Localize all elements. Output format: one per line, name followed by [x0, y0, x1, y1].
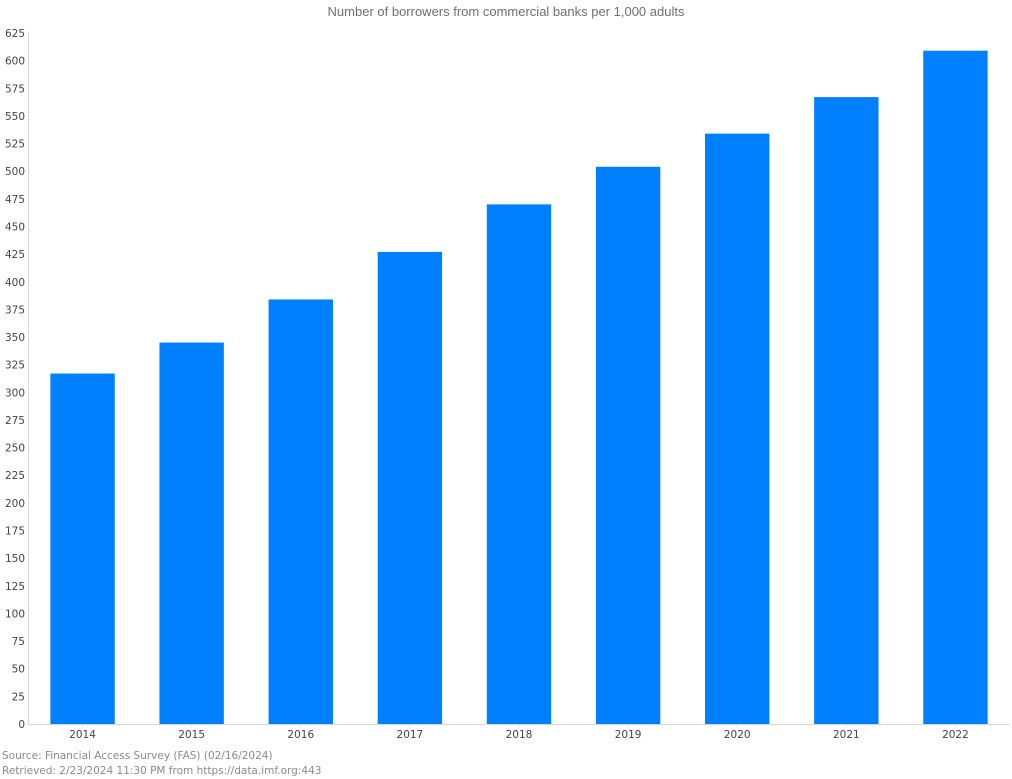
x-tick-label: 2014 [69, 729, 96, 741]
y-tick-label: 525 [5, 139, 25, 151]
bar-2018 [486, 204, 552, 725]
retrieved-note: Retrieved: 2/23/2024 11:30 PM from https… [2, 765, 322, 777]
y-tick-label: 250 [5, 443, 25, 455]
y-tick-label: 150 [5, 553, 25, 565]
bar-2017 [377, 251, 443, 724]
y-tick-label: 325 [5, 360, 25, 372]
x-tick-label: 2022 [942, 729, 969, 741]
y-tick-label: 350 [5, 332, 25, 344]
y-tick-label: 425 [5, 249, 25, 261]
y-tick-label: 500 [5, 166, 25, 178]
x-tick-label: 2016 [287, 729, 314, 741]
y-tick-label: 125 [5, 581, 25, 593]
y-tick-label: 300 [5, 387, 25, 399]
x-tick-label: 2017 [397, 729, 424, 741]
y-tick-label: 600 [5, 56, 25, 68]
y-tick-label: 450 [5, 221, 25, 233]
source-note: Source: Financial Access Survey (FAS) (0… [2, 750, 273, 762]
y-tick-label: 100 [5, 608, 25, 620]
y-axis-ticks: 0 25 50 75 100 125 150 175 200 225 250 275 300 325 350… [5, 28, 25, 731]
bar-2020 [705, 133, 770, 724]
y-tick-label: 275 [5, 415, 25, 427]
y-tick-label: 75 [12, 636, 25, 648]
y-tick-label: 625 [5, 28, 25, 40]
bar-2022 [923, 50, 988, 725]
bar-2019 [595, 166, 661, 725]
x-tick-label: 2019 [615, 729, 642, 741]
x-tick-label: 2018 [506, 729, 533, 741]
y-tick-label: 550 [5, 111, 25, 123]
x-tick-label: 2020 [724, 729, 751, 741]
y-tick-label: 175 [5, 526, 25, 538]
y-tick-label: 25 [12, 691, 25, 703]
y-tick-label: 0 [18, 719, 25, 731]
bars-group [50, 50, 988, 725]
x-axis-ticks: 2014 2015 2016 2017 2018 2019 2020 2021 2022 [69, 724, 969, 741]
y-tick-label: 475 [5, 194, 25, 206]
bar-2015 [159, 342, 224, 724]
y-tick-label: 400 [5, 277, 25, 289]
bar-2021 [814, 97, 879, 724]
y-tick-label: 375 [5, 304, 25, 316]
y-tick-label: 575 [5, 83, 25, 95]
chart-title: Number of borrowers from commercial bank… [328, 4, 685, 19]
bar-2014 [50, 373, 115, 724]
x-tick-label: 2015 [178, 729, 205, 741]
y-tick-label: 200 [5, 498, 25, 510]
bar-2016 [268, 299, 333, 724]
y-tick-label: 225 [5, 470, 25, 482]
y-tick-label: 50 [12, 664, 25, 676]
x-tick-label: 2021 [833, 729, 860, 741]
